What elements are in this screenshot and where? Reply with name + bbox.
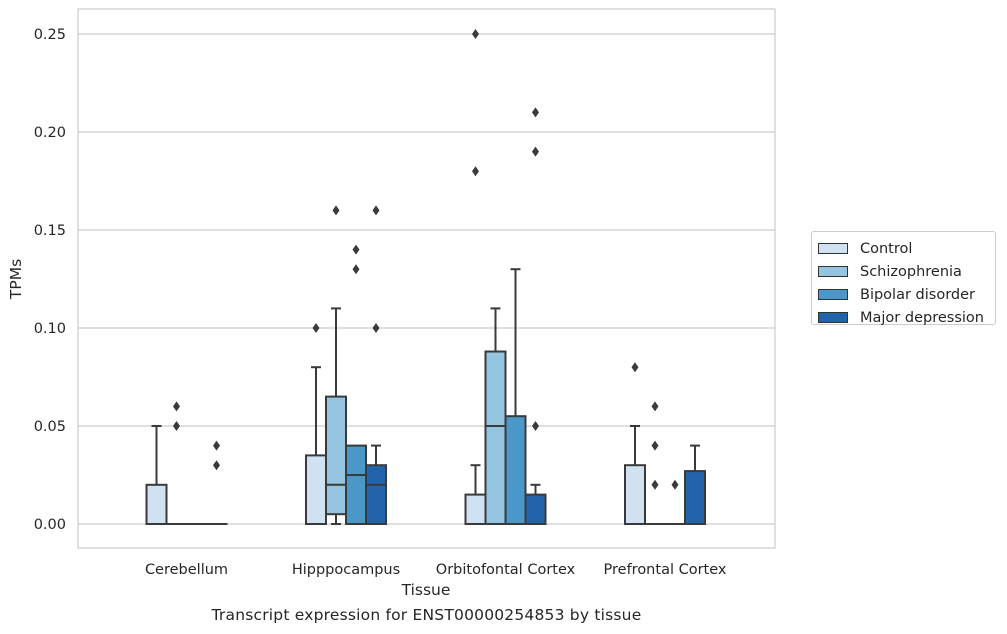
outlier-point: [372, 323, 380, 333]
outlier-point: [173, 401, 180, 412]
y-tick-label: 0.15: [34, 223, 66, 239]
box-group: [484, 307, 507, 525]
x-tick-labels: Cerebellum Hipppocampus Orbitofontal Corte…: [145, 562, 727, 578]
box: [484, 350, 507, 525]
legend: Control Schizophrenia Bipolar disorder M…: [811, 231, 996, 326]
x-tick-label: Hipppocampus: [292, 562, 400, 578]
legend-label-control: Control: [860, 240, 913, 257]
outlier-point: [532, 146, 539, 157]
legend-swatch-schizophrenia: [818, 266, 848, 277]
gridlines: [78, 33, 775, 525]
y-tick-label: 0.10: [34, 321, 66, 337]
y-tick-label: 0.25: [34, 27, 66, 43]
y-tick-label: 0.20: [34, 125, 66, 141]
x-tick-label: Prefrontal Cortex: [604, 562, 727, 578]
box: [464, 493, 487, 526]
box: [305, 454, 327, 525]
outlier-point: [532, 107, 539, 118]
outlier-point: [472, 29, 479, 39]
legend-swatch-control: [818, 243, 848, 254]
outlier-point: [352, 244, 360, 255]
box-group: [684, 444, 706, 525]
box-group: [205, 440, 228, 526]
box: [145, 483, 168, 525]
box: [345, 444, 367, 526]
y-axis-label: TPMs: [7, 259, 25, 300]
box-group: [464, 29, 487, 526]
box: [524, 493, 547, 526]
legend-swatch-major-depression: [818, 312, 848, 323]
outlier-point: [472, 166, 479, 177]
plot-frame: [77, 8, 776, 549]
box-group: [305, 323, 327, 525]
box-group: [504, 268, 527, 526]
box-group: [145, 425, 168, 525]
outlier-point: [651, 440, 659, 451]
outlier-point: [532, 421, 539, 431]
y-tick-label: 0.05: [34, 419, 66, 435]
x-tick-label: Orbitofontal Cortex: [436, 562, 576, 578]
x-axis-label: Tissue: [401, 581, 451, 599]
legend-swatch-bipolar-disorder: [818, 289, 848, 300]
legend-item-control: Control: [818, 237, 989, 260]
box-group: [664, 479, 686, 526]
outlier-point: [671, 479, 679, 490]
box-group: [365, 205, 387, 526]
box-group: [165, 401, 188, 526]
outlier-point: [312, 323, 320, 333]
legend-item-bipolar-disorder: Bipolar disorder: [818, 283, 989, 306]
outlier-point: [332, 205, 340, 216]
box: [504, 415, 527, 526]
box-marks: [145, 29, 706, 526]
legend-item-schizophrenia: Schizophrenia: [818, 260, 989, 283]
outlier-point: [651, 479, 659, 490]
box-group: [624, 362, 646, 526]
box-group: [345, 244, 367, 526]
box-group: [325, 205, 347, 525]
outlier-point: [352, 264, 360, 275]
outlier-point: [631, 362, 639, 373]
y-tick-label: 0.00: [34, 517, 66, 533]
legend-item-major-depression: Major depression: [818, 306, 989, 329]
box: [624, 464, 646, 526]
x-tick-label: Cerebellum: [145, 562, 228, 578]
outlier-point: [173, 421, 180, 431]
legend-label-schizophrenia: Schizophrenia: [860, 263, 962, 280]
outlier-point: [213, 460, 220, 471]
outlier-point: [651, 401, 659, 412]
chart-caption: Transcript expression for ENST0000025485…: [211, 606, 642, 624]
box: [684, 470, 706, 525]
box: [325, 395, 347, 516]
outlier-point: [372, 205, 380, 216]
outlier-point: [213, 440, 220, 451]
y-tick-labels: 0.00 0.05 0.10 0.15 0.20 0.25: [34, 27, 66, 533]
box-group: [644, 401, 666, 526]
box: [365, 464, 387, 526]
legend-label-major-depression: Major depression: [860, 309, 984, 326]
box-group: [524, 107, 547, 526]
legend-label-bipolar-disorder: Bipolar disorder: [860, 286, 975, 303]
